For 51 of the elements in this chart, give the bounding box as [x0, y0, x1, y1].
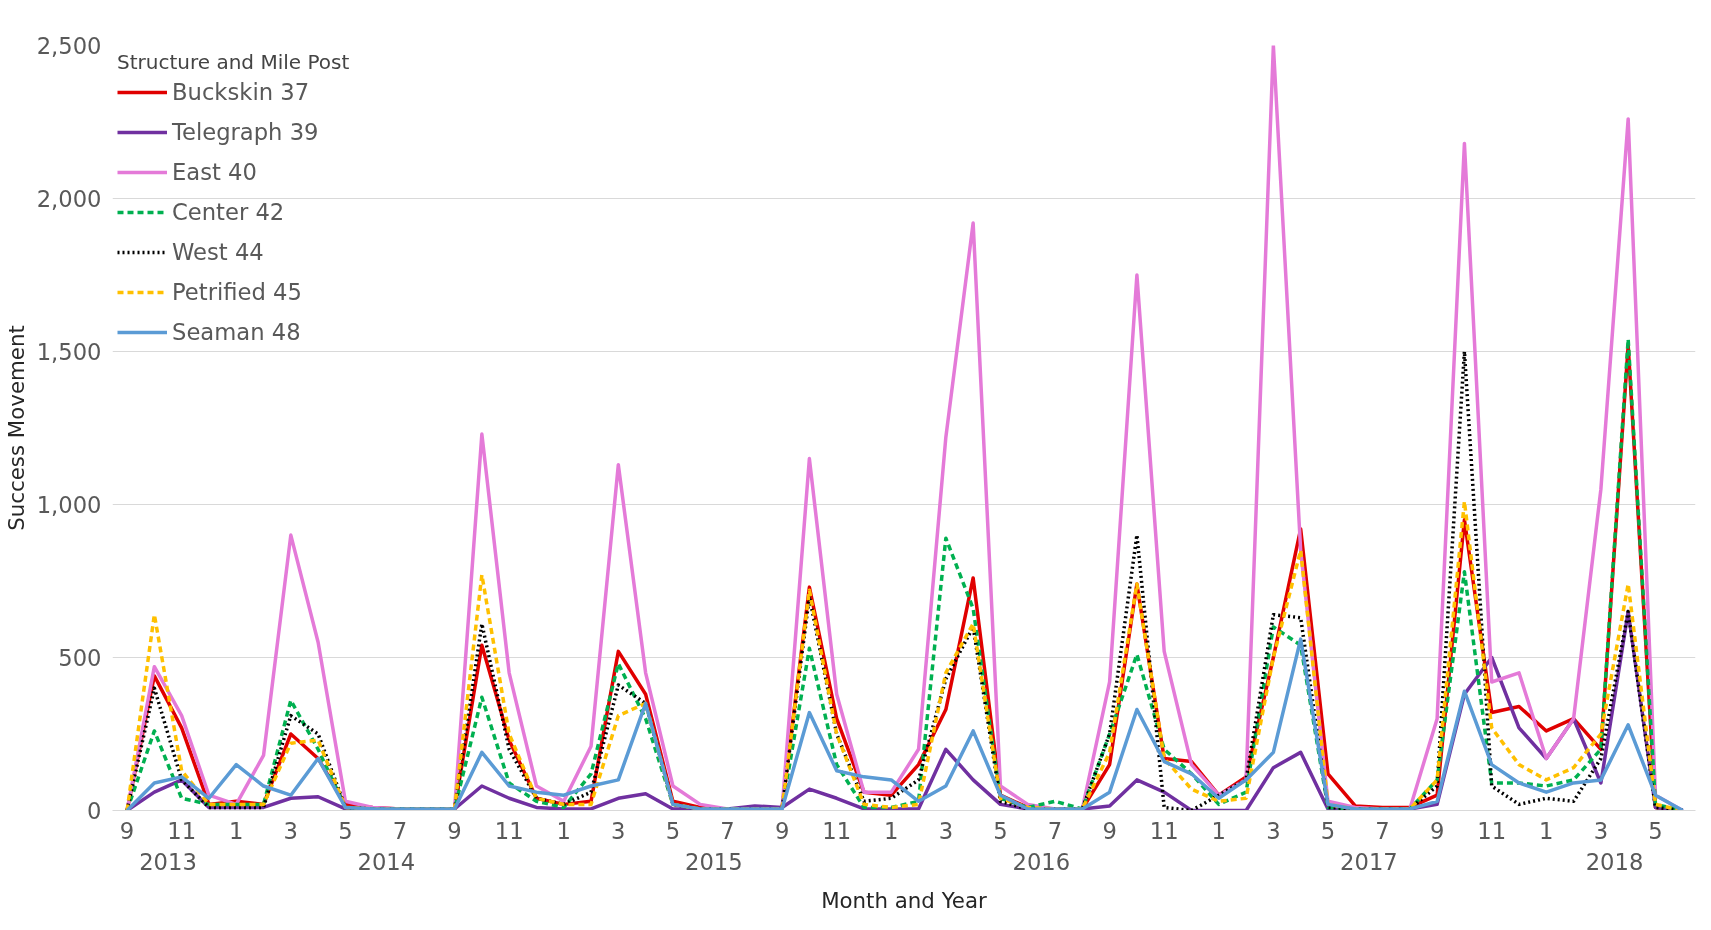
legend-label: Seaman 48	[172, 319, 301, 345]
y-tick-label: 1,000	[36, 492, 102, 518]
x2-tick-label: 2013	[139, 848, 197, 875]
legend-title: Structure and Mile Post	[117, 50, 350, 74]
x-tick-label: 9	[1102, 817, 1117, 844]
legend-label: Center 42	[172, 199, 285, 225]
x2-tick-label: 2017	[1340, 848, 1398, 875]
x-tick-label: 11	[494, 817, 524, 844]
x-tick-label: 9	[774, 817, 790, 844]
legend-label: East 40	[172, 159, 257, 185]
x-tick-label: 3	[283, 817, 299, 844]
x-tick-label: 5	[1648, 817, 1663, 844]
x-tick-label: 11	[1149, 817, 1179, 844]
x-tick-label: 3	[1593, 817, 1609, 844]
x-tick-label: 11	[822, 817, 852, 844]
x-tick-label: 7	[720, 817, 735, 844]
x-tick-label: 1	[229, 817, 244, 844]
x-tick-label: 3	[611, 817, 626, 844]
x-tick-label: 7	[392, 817, 408, 844]
legend-label: Petrified 45	[172, 279, 302, 305]
x-tick-label: 7	[1047, 817, 1063, 844]
x-tick-label: 9	[119, 817, 135, 844]
legend-label: West 44	[172, 239, 264, 265]
legend-label: Telegraph 39	[172, 119, 319, 145]
x2-tick-label: 2018	[1585, 848, 1644, 875]
x-tick-label: 1	[556, 817, 571, 844]
x2-tick-label: 2015	[685, 848, 743, 875]
x-tick-label: 3	[1266, 817, 1281, 844]
x2-tick-label: 2016	[1012, 848, 1071, 875]
y-tick-label: 0	[87, 798, 102, 824]
x2-tick-label: 2014	[357, 848, 416, 875]
x-tick-label: 1	[884, 817, 899, 844]
x-tick-label: 5	[1320, 817, 1336, 844]
x-tick-label: 9	[447, 817, 462, 844]
x-tick-label: 1	[1211, 817, 1226, 844]
y-tick-label: 1,500	[36, 339, 102, 365]
y-axis-title: Success Movement	[3, 325, 29, 531]
y-tick-label: 2,000	[36, 186, 102, 212]
x-tick-label: 7	[1375, 817, 1390, 844]
x-tick-label: 5	[338, 817, 353, 844]
x-tick-label: 1	[1539, 817, 1554, 844]
x-tick-label: 11	[1477, 817, 1507, 844]
y-tick-label: 2,500	[36, 33, 102, 59]
x-tick-label: 11	[167, 817, 197, 844]
y-tick-label: 500	[58, 645, 102, 671]
x-tick-label: 3	[938, 817, 954, 844]
x-tick-label: 9	[1429, 817, 1445, 844]
x-tick-label: 5	[665, 817, 681, 844]
legend-label: Buckskin 37	[172, 79, 310, 105]
x-axis-title: Month and Year	[821, 887, 988, 913]
x-tick-label: 5	[993, 817, 1008, 844]
